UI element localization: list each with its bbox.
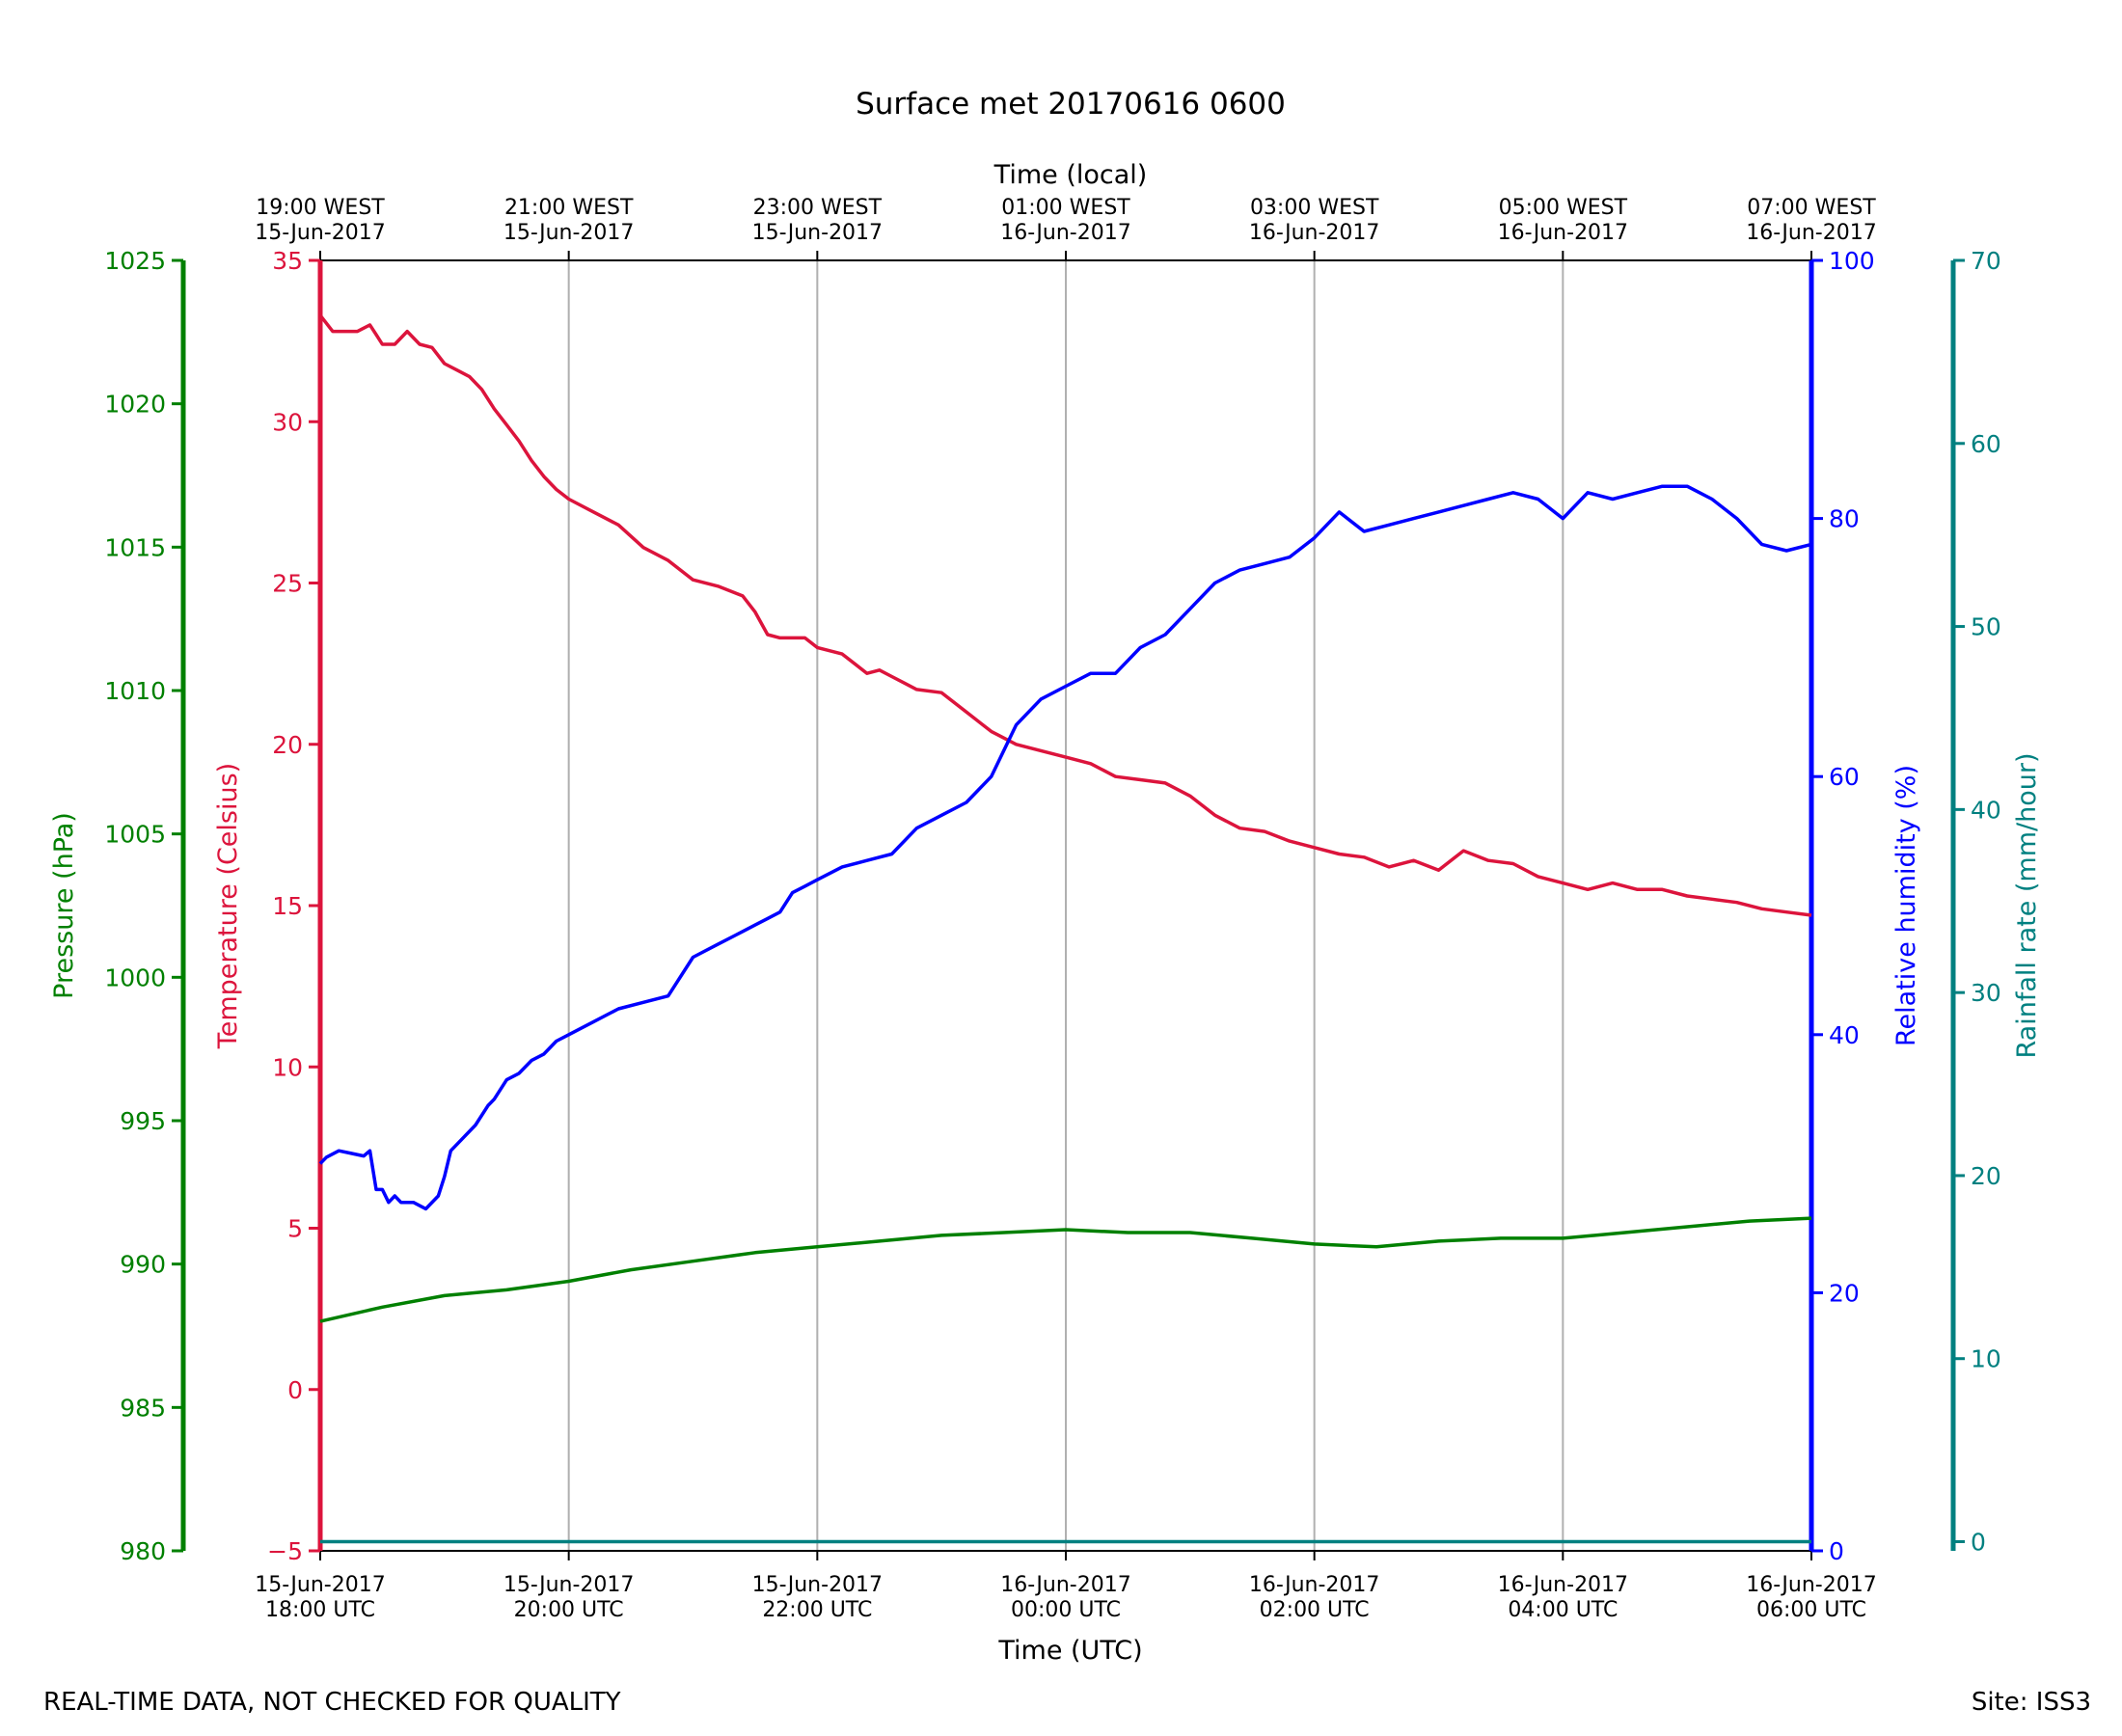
temperature-tick-label: −5 [267,1537,303,1565]
humidity-axis-label: Relative humidity (%) [1891,765,1921,1046]
x-tick-label-date: 16-Jun-2017 [1000,1573,1130,1597]
rainfall-tick-label: 60 [1971,430,2001,458]
top-x-tick-label-time: 07:00 WEST [1747,196,1876,220]
temperature-tick-label: 10 [272,1053,303,1081]
top-x-tick-label-time: 01:00 WEST [1001,196,1130,220]
pressure-tick-label: 1015 [104,533,166,561]
temperature-tick-label: 35 [272,247,303,275]
pressure-tick-label: 985 [120,1394,166,1422]
rainfall-tick-label: 20 [1971,1162,2001,1190]
x-tick-label-date: 15-Jun-2017 [752,1573,883,1597]
x-tick-label-time: 00:00 UTC [1011,1598,1121,1622]
top-x-tick-label-date: 15-Jun-2017 [752,221,883,245]
gridlines [567,260,1564,1551]
site-label: Site: ISS3 [1972,1688,2091,1717]
humidity-series-line [318,484,1812,1211]
top-x-tick-label-date: 16-Jun-2017 [1000,221,1130,245]
humidity-tick-label: 60 [1829,763,1860,791]
rainfall-tick-label: 40 [1971,796,2001,824]
rainfall-tick-label: 50 [1971,613,2001,641]
temperature-tick-label: 5 [287,1215,303,1243]
humidity-tick-label: 40 [1829,1021,1860,1049]
quality-disclaimer: REAL-TIME DATA, NOT CHECKED FOR QUALITY [43,1688,621,1717]
top-x-tick-label-date: 16-Jun-2017 [1249,221,1379,245]
rainfall-tick-label: 30 [1971,979,2001,1007]
rainfall-tick-label: 0 [1971,1529,1986,1557]
top-x-tick-label-date: 16-Jun-2017 [1498,221,1628,245]
pressure-tick-label: 1005 [104,821,166,849]
x-tick-label-time: 02:00 UTC [1260,1598,1370,1622]
x-tick-label-date: 16-Jun-2017 [1249,1573,1379,1597]
temperature-tick-label: 20 [272,731,303,759]
pressure-series-line [319,1216,1812,1323]
humidity-tick-label: 0 [1829,1537,1844,1565]
x-tick-label-time: 06:00 UTC [1756,1598,1866,1622]
x-tick-label-time: 04:00 UTC [1508,1598,1618,1622]
temperature-axis: −5 0 5 10 15 20 25 30 35 [267,247,323,1565]
rainfall-axis-label: Rainfall rate (mm/hour) [2012,753,2042,1059]
bottom-x-axis-label: Time (UTC) [997,1636,1142,1666]
top-x-tick-label-time: 21:00 WEST [504,196,634,220]
pressure-tick-label: 995 [120,1107,166,1135]
pressure-tick-label: 1025 [104,247,166,275]
humidity-tick-label: 20 [1829,1279,1860,1307]
top-x-tick-label-time: 03:00 WEST [1250,196,1379,220]
pressure-tick-label: 980 [120,1537,166,1565]
top-x-tick-label-time: 23:00 WEST [753,196,883,220]
chart-title: Surface met 20170616 0600 [856,87,1286,122]
x-tick-label-date: 15-Jun-2017 [255,1573,385,1597]
temperature-tick-label: 15 [272,892,303,920]
humidity-axis: 0 20 40 60 80 100 [1809,247,1875,1565]
series-lines [318,313,1812,1544]
top-x-tick-label-time: 05:00 WEST [1499,196,1628,220]
x-tick-label-time: 20:00 UTC [514,1598,624,1622]
pressure-tick-label: 1020 [104,391,166,419]
top-x-tick-label-time: 19:00 WEST [256,196,385,220]
x-tick-label-time: 22:00 UTC [762,1598,872,1622]
top-x-tick-label-date: 15-Jun-2017 [503,221,634,245]
temperature-tick-label: 30 [272,408,303,436]
top-x-tick-label-date: 15-Jun-2017 [255,221,385,245]
rainfall-tick-label: 10 [1971,1345,2001,1373]
x-tick-label-date: 16-Jun-2017 [1498,1573,1628,1597]
x-tick-label-date: 16-Jun-2017 [1746,1573,1876,1597]
humidity-tick-label: 80 [1829,505,1860,533]
pressure-axis: 980 985 990 995 1000 1005 1010 1015 1020 1025 [104,247,186,1565]
temperature-tick-label: 25 [272,570,303,598]
temperature-series-line [318,313,1812,917]
pressure-axis-label: Pressure (hPa) [49,812,79,999]
rainfall-axis: 0 10 20 30 40 50 60 70 [1950,247,2001,1557]
pressure-tick-label: 1010 [104,677,166,705]
pressure-tick-label: 990 [120,1251,166,1279]
temperature-tick-label: 0 [287,1376,303,1404]
humidity-tick-label: 100 [1829,247,1875,275]
top-x-tick-label-date: 16-Jun-2017 [1746,221,1876,245]
temperature-axis-label: Temperature (Celsius) [213,763,243,1049]
pressure-tick-label: 1000 [104,963,166,991]
x-tick-label-date: 15-Jun-2017 [503,1573,634,1597]
rainfall-tick-label: 70 [1971,247,2001,275]
x-tick-label-time: 18:00 UTC [265,1598,375,1622]
top-x-axis-label: Time (local) [993,160,1148,190]
